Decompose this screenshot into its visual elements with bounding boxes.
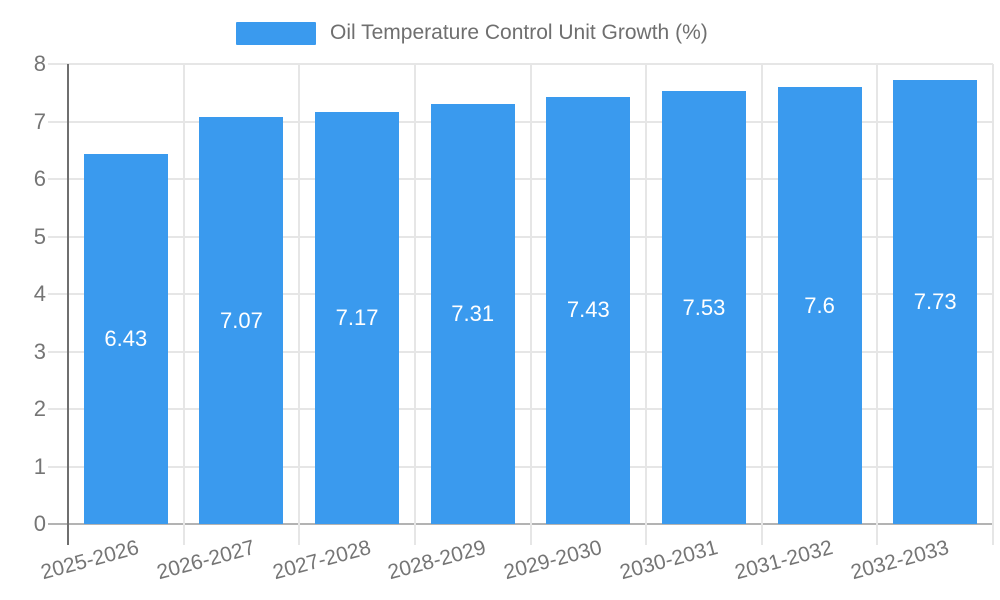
legend-label: Oil Temperature Control Unit Growth (%): [330, 21, 708, 44]
bar-value-label: 6.43: [104, 326, 148, 352]
x-tick-label: 2031-2032: [732, 536, 836, 585]
x-axis-baseline: [48, 523, 993, 525]
y-gridline: [48, 235, 993, 238]
x-tick-label: 2027-2028: [270, 536, 374, 585]
bar[interactable]: 7.17: [315, 111, 400, 524]
bar-value-label: 7.31: [451, 300, 495, 326]
y-axis-line: [67, 64, 69, 545]
x-tick-mark: [413, 524, 416, 545]
x-gridline: [298, 64, 301, 524]
bar[interactable]: 7.43: [546, 96, 631, 524]
x-gridline: [413, 64, 416, 524]
x-tick-label: 2026-2027: [154, 536, 258, 585]
bar-value-label: 7.17: [335, 304, 379, 330]
legend-item[interactable]: Oil Temperature Control Unit Growth (%): [236, 21, 708, 45]
y-gridline: [48, 63, 993, 65]
x-tick-mark: [760, 524, 763, 545]
x-tick-mark: [298, 524, 301, 545]
x-gridline: [182, 64, 185, 524]
y-tick-label: 8: [33, 51, 46, 76]
x-tick-mark: [529, 524, 532, 545]
bar-value-label: 7.43: [566, 297, 610, 323]
y-tick-label: 5: [33, 223, 46, 249]
bar[interactable]: 7.73: [893, 79, 978, 524]
y-tick-label: 3: [33, 338, 46, 364]
x-tick-mark: [182, 524, 185, 545]
bar-value-label: 7.07: [220, 307, 263, 333]
x-gridline: [645, 64, 648, 524]
y-tick-label: 0: [33, 511, 46, 536]
x-tick-mark: [876, 524, 879, 545]
bar-value-label: 7.53: [682, 294, 726, 320]
x-tick-mark: [645, 524, 648, 545]
y-tick-label: 1: [33, 453, 46, 479]
y-tick-label: 4: [33, 281, 46, 306]
bar-value-label: 7.6: [804, 292, 835, 318]
y-gridline: [48, 350, 993, 353]
x-gridline: [992, 64, 994, 524]
x-tick-mark: [992, 524, 994, 545]
x-tick-label: 2029-2030: [501, 536, 605, 585]
y-gridline: [48, 408, 993, 410]
bar[interactable]: 7.31: [430, 103, 515, 524]
bar[interactable]: 7.53: [661, 91, 746, 524]
y-tick-label: 7: [33, 108, 46, 134]
x-gridline: [760, 64, 763, 524]
bar[interactable]: 7.6: [777, 87, 862, 524]
x-tick-label: 2025-2026: [38, 536, 142, 585]
y-tick-label: 2: [33, 396, 46, 421]
y-gridline: [48, 293, 993, 295]
y-tick-label: 6: [33, 166, 46, 191]
bar[interactable]: 6.43: [83, 154, 168, 524]
y-gridline: [48, 178, 993, 180]
x-gridline: [529, 64, 532, 524]
x-tick-label: 2028-2029: [385, 536, 489, 585]
y-gridline: [48, 120, 993, 123]
legend-swatch: [236, 21, 316, 45]
x-gridline: [876, 64, 879, 524]
bar[interactable]: 7.07: [199, 117, 284, 524]
x-tick-label: 2032-2033: [848, 536, 952, 585]
bar-value-label: 7.73: [913, 288, 957, 314]
x-tick-label: 2030-2031: [616, 536, 720, 585]
y-gridline: [48, 465, 993, 468]
